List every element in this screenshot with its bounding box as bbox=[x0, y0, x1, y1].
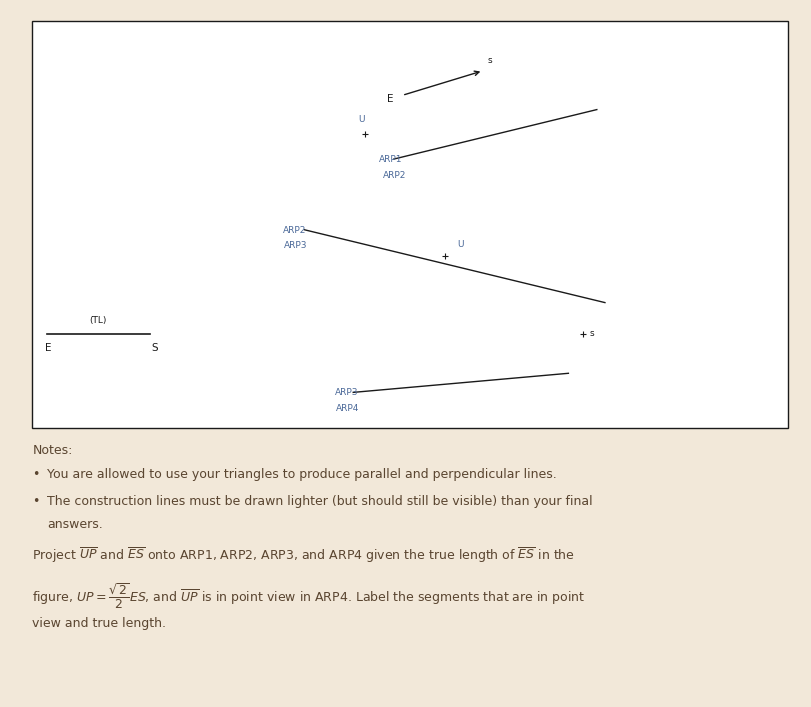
Text: answers.: answers. bbox=[47, 518, 103, 530]
Text: ARP1: ARP1 bbox=[379, 155, 402, 164]
Bar bbox=[32, 21, 787, 428]
Text: ARP2: ARP2 bbox=[383, 170, 406, 180]
Text: U: U bbox=[457, 240, 463, 249]
Text: (TL): (TL) bbox=[88, 316, 106, 325]
Text: S: S bbox=[151, 343, 157, 353]
Text: s: s bbox=[589, 329, 594, 338]
Text: view and true length.: view and true length. bbox=[32, 617, 166, 629]
Text: Project $\overline{UP}$ and $\overline{ES}$ onto ARP1, ARP2, ARP3, and ARP4 give: Project $\overline{UP}$ and $\overline{E… bbox=[32, 546, 575, 565]
Text: Notes:: Notes: bbox=[32, 444, 73, 457]
Text: figure, $UP = \dfrac{\sqrt{2}}{2}ES$, and $\overline{UP}$ is in point view in AR: figure, $UP = \dfrac{\sqrt{2}}{2}ES$, an… bbox=[32, 581, 585, 611]
Text: s: s bbox=[487, 56, 491, 65]
Text: You are allowed to use your triangles to produce parallel and perpendicular line: You are allowed to use your triangles to… bbox=[47, 468, 556, 481]
Text: U: U bbox=[358, 115, 364, 124]
Text: •: • bbox=[32, 468, 40, 481]
Text: •: • bbox=[32, 495, 40, 508]
Text: E: E bbox=[45, 343, 51, 353]
Text: E: E bbox=[387, 94, 393, 104]
Text: The construction lines must be drawn lighter (but should still be visible) than : The construction lines must be drawn lig… bbox=[47, 495, 592, 508]
Text: ARP3: ARP3 bbox=[284, 241, 307, 250]
Text: ARP2: ARP2 bbox=[282, 226, 306, 235]
Text: ARP3: ARP3 bbox=[334, 388, 358, 397]
Text: ARP4: ARP4 bbox=[336, 404, 359, 413]
